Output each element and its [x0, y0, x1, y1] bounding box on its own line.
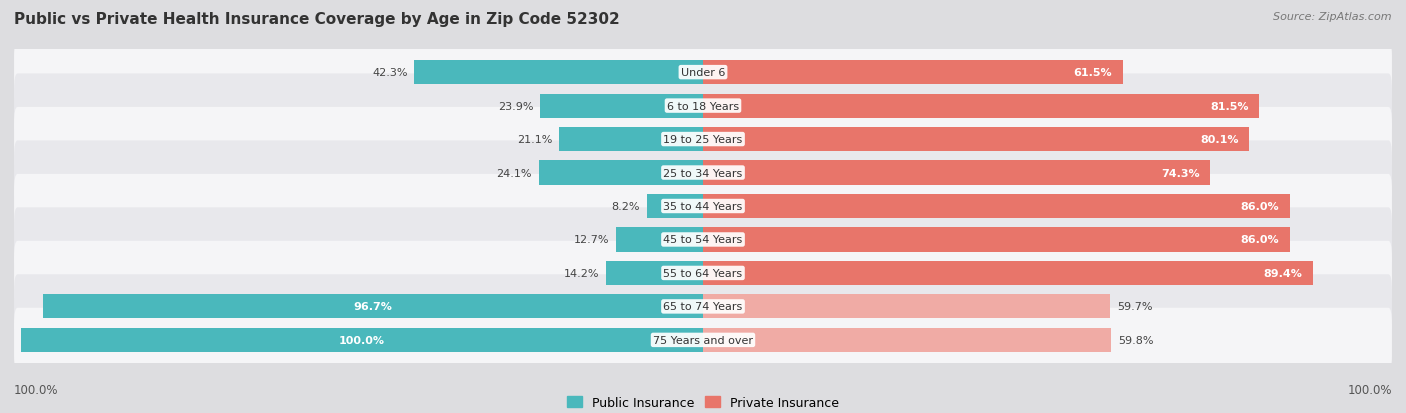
- Bar: [703, 228, 1289, 252]
- Text: 8.2%: 8.2%: [612, 202, 640, 211]
- Bar: [415, 61, 703, 85]
- Text: 21.1%: 21.1%: [517, 135, 553, 145]
- Text: 65 to 74 Years: 65 to 74 Years: [664, 301, 742, 312]
- Legend: Public Insurance, Private Insurance: Public Insurance, Private Insurance: [562, 391, 844, 413]
- Bar: [703, 195, 1289, 218]
- Text: Public vs Private Health Insurance Coverage by Age in Zip Code 52302: Public vs Private Health Insurance Cover…: [14, 12, 620, 27]
- FancyBboxPatch shape: [14, 141, 1392, 205]
- Text: 19 to 25 Years: 19 to 25 Years: [664, 135, 742, 145]
- Bar: [703, 294, 1111, 319]
- Bar: [616, 228, 703, 252]
- FancyBboxPatch shape: [14, 174, 1392, 239]
- FancyBboxPatch shape: [14, 74, 1392, 138]
- Text: 59.8%: 59.8%: [1118, 335, 1153, 345]
- Text: 14.2%: 14.2%: [564, 268, 599, 278]
- Bar: [703, 328, 1111, 352]
- Text: 55 to 64 Years: 55 to 64 Years: [664, 268, 742, 278]
- Text: 42.3%: 42.3%: [373, 68, 408, 78]
- Bar: [647, 195, 703, 218]
- Text: 96.7%: 96.7%: [354, 301, 392, 312]
- Text: 59.7%: 59.7%: [1116, 301, 1153, 312]
- Text: 80.1%: 80.1%: [1201, 135, 1239, 145]
- Bar: [703, 94, 1258, 119]
- Text: 100.0%: 100.0%: [339, 335, 385, 345]
- Text: 81.5%: 81.5%: [1211, 101, 1249, 112]
- Bar: [703, 128, 1250, 152]
- FancyBboxPatch shape: [14, 275, 1392, 339]
- Text: 75 Years and over: 75 Years and over: [652, 335, 754, 345]
- Bar: [703, 61, 1122, 85]
- Text: 86.0%: 86.0%: [1240, 202, 1279, 211]
- Text: 12.7%: 12.7%: [574, 235, 610, 245]
- FancyBboxPatch shape: [14, 41, 1392, 105]
- Bar: [21, 328, 703, 352]
- Bar: [560, 128, 703, 152]
- FancyBboxPatch shape: [14, 308, 1392, 372]
- Text: 86.0%: 86.0%: [1240, 235, 1279, 245]
- Bar: [540, 94, 703, 119]
- Text: Under 6: Under 6: [681, 68, 725, 78]
- Bar: [44, 294, 703, 319]
- Text: 100.0%: 100.0%: [14, 384, 59, 396]
- Text: 6 to 18 Years: 6 to 18 Years: [666, 101, 740, 112]
- Text: 45 to 54 Years: 45 to 54 Years: [664, 235, 742, 245]
- Text: 61.5%: 61.5%: [1074, 68, 1112, 78]
- Bar: [606, 261, 703, 285]
- FancyBboxPatch shape: [14, 241, 1392, 305]
- FancyBboxPatch shape: [14, 208, 1392, 272]
- Text: Source: ZipAtlas.com: Source: ZipAtlas.com: [1274, 12, 1392, 22]
- Bar: [703, 161, 1209, 185]
- Text: 23.9%: 23.9%: [498, 101, 533, 112]
- FancyBboxPatch shape: [14, 108, 1392, 172]
- Text: 74.3%: 74.3%: [1161, 168, 1199, 178]
- Bar: [538, 161, 703, 185]
- Text: 25 to 34 Years: 25 to 34 Years: [664, 168, 742, 178]
- Text: 24.1%: 24.1%: [496, 168, 531, 178]
- Bar: [703, 261, 1313, 285]
- Text: 100.0%: 100.0%: [1347, 384, 1392, 396]
- Text: 35 to 44 Years: 35 to 44 Years: [664, 202, 742, 211]
- Text: 89.4%: 89.4%: [1264, 268, 1302, 278]
